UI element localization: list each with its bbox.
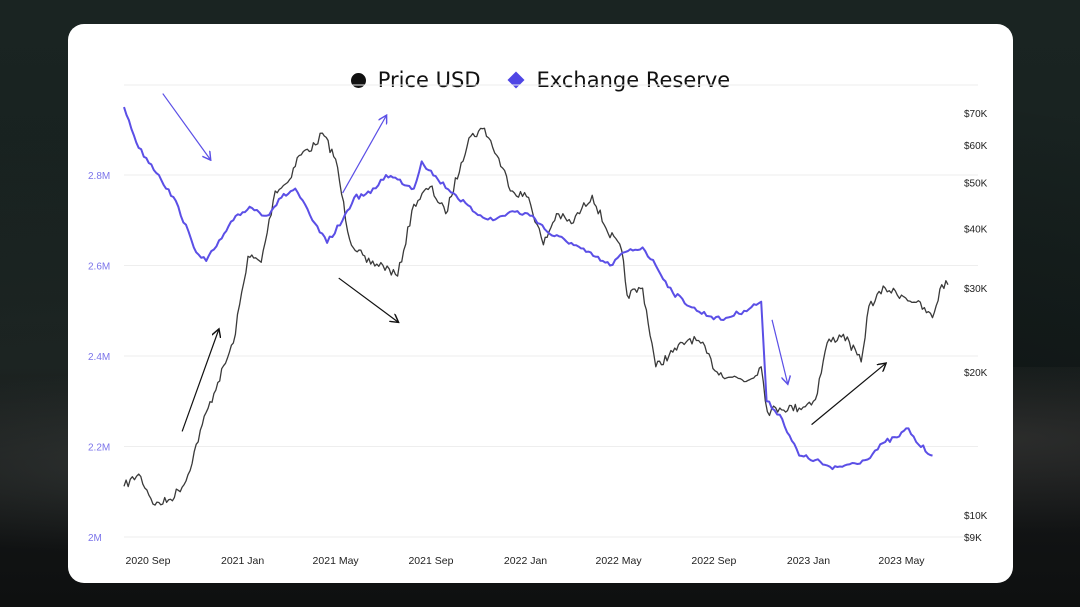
- gridlines: [124, 84, 978, 538]
- x-axis-tick-label: 2022 May: [595, 555, 642, 567]
- exchange-reserve-line[interactable]: [123, 106, 933, 471]
- x-axis-tick-label: 2021 May: [313, 555, 360, 567]
- x-axis-tick-label: 2021 Jan: [221, 555, 264, 567]
- trend-arrows: [162, 93, 886, 432]
- price-series-group: [123, 127, 949, 506]
- left-axis-tick-label: 2.4M: [88, 352, 110, 363]
- right-axis-tick-label: $10K: [964, 511, 988, 522]
- right-axis-tick-label: $70K: [964, 109, 988, 120]
- x-axis-tick-label: 2023 May: [878, 555, 925, 567]
- x-axis: 2020 Sep 2021 Jan 2021 May 2021 Sep 2022 Jan…: [126, 555, 926, 567]
- right-axis-tick-label: $50K: [964, 179, 988, 190]
- circle-marker-icon: [350, 72, 366, 88]
- legend-price-label: Price USD: [377, 68, 481, 92]
- price-usd-line[interactable]: [123, 127, 949, 506]
- chart-legend: Price USD Exchange Reserve: [68, 68, 1013, 92]
- right-axis-tick-label: $20K: [964, 368, 988, 379]
- x-axis-tick-label: 2021 Sep: [408, 555, 453, 567]
- legend-item-reserve[interactable]: Exchange Reserve: [507, 68, 731, 92]
- trend-arrow: [162, 93, 210, 160]
- chart-card: Price USD Exchange Reserve 2M 2.2M 2.4M 2.6…: [68, 24, 1013, 583]
- left-axis-tick-label: 2.6M: [88, 262, 110, 273]
- x-axis-tick-label: 2022 Jan: [504, 555, 547, 567]
- reserve-series-group: [123, 106, 933, 471]
- legend-reserve-label: Exchange Reserve: [536, 68, 731, 92]
- left-axis: 2M 2.2M 2.4M 2.6M 2.8M: [88, 171, 110, 544]
- trend-arrow: [771, 319, 788, 383]
- right-axis-tick-label: $60K: [964, 141, 988, 152]
- right-axis-tick-label: $30K: [964, 284, 988, 295]
- left-axis-tick-label: 2.2M: [88, 443, 110, 454]
- trend-arrow: [342, 116, 386, 194]
- right-axis-tick-label: $40K: [964, 225, 988, 236]
- left-axis-tick-label: 2M: [88, 533, 102, 544]
- right-axis-tick-label: $9K: [964, 533, 982, 544]
- trend-arrow: [811, 364, 886, 426]
- x-axis-tick-label: 2020 Sep: [126, 555, 171, 567]
- chart-plot-area: 2M2.2M2.4M2.6M2.8M $70K$60K$50K$40K$30K$…: [88, 84, 988, 567]
- right-axis: $70K $60K $50K $40K $30K $20K $10K $9K: [964, 109, 988, 544]
- trend-arrow: [181, 330, 218, 432]
- trend-arrow: [338, 277, 398, 322]
- left-axis-tick-label: 2.8M: [88, 171, 110, 182]
- x-axis-tick-label: 2023 Jan: [787, 555, 830, 567]
- legend-item-price[interactable]: Price USD: [350, 68, 481, 92]
- x-axis-tick-label: 2022 Sep: [691, 555, 736, 567]
